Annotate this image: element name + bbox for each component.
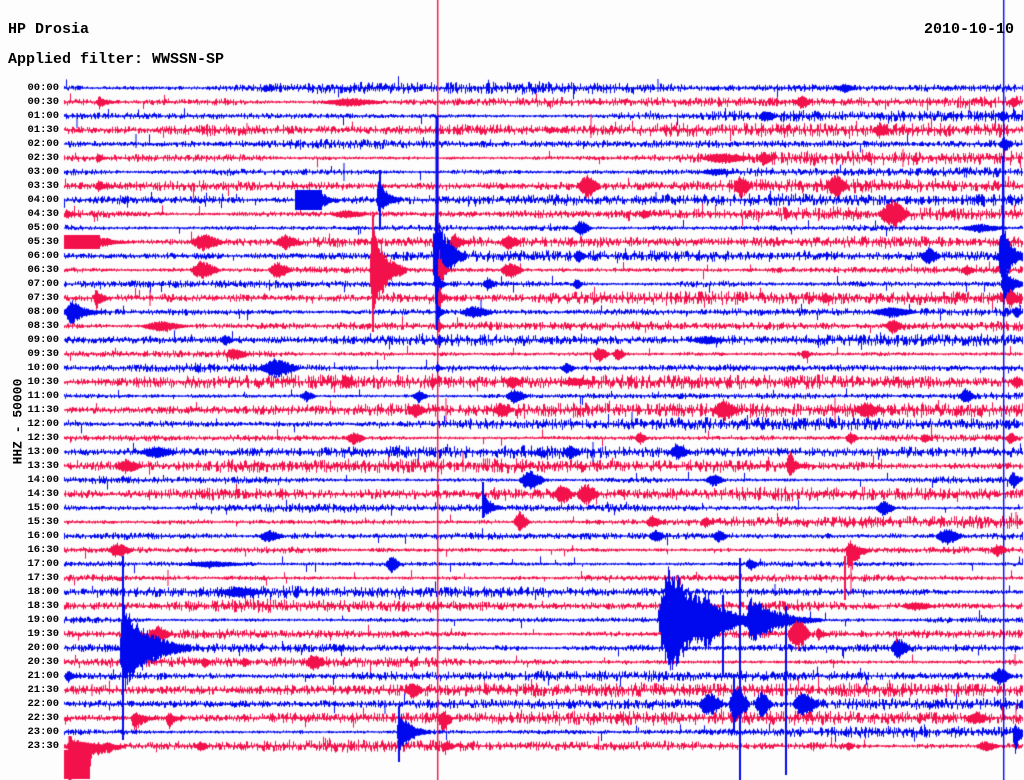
helicorder-page: HP Drosia Applied filter: WWSSN-SP 2010-… [0, 0, 1024, 780]
seismogram-canvas[interactable] [0, 0, 1024, 780]
